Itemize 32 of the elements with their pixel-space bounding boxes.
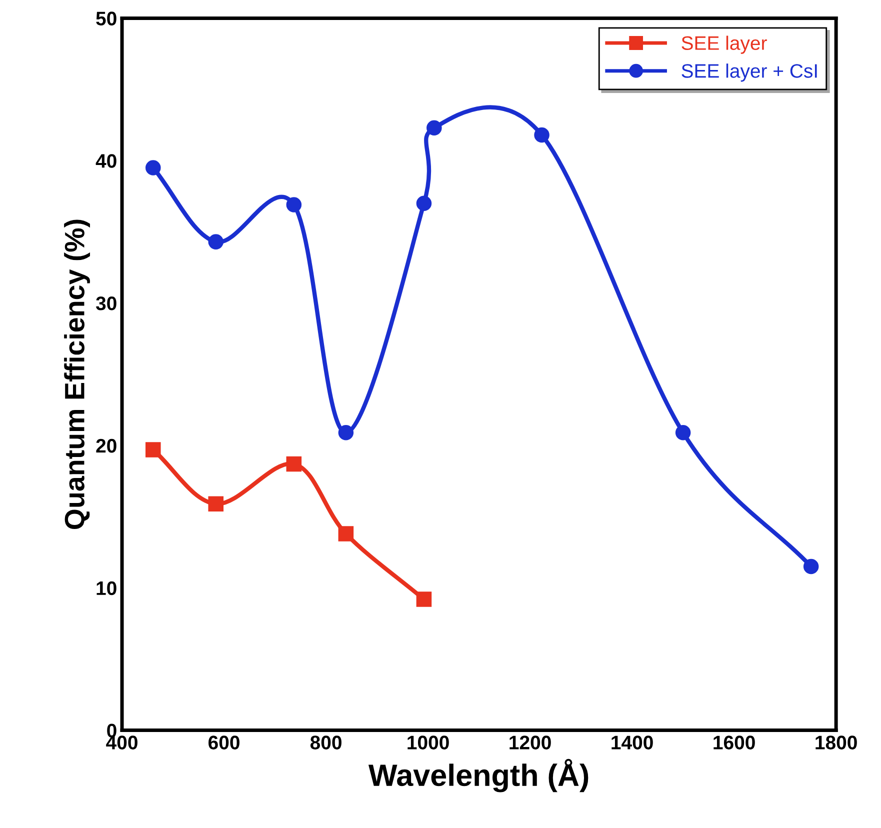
y-axis-title: Quantum Efficiency (%)	[64, 220, 90, 529]
x-tick-label: 1200	[510, 736, 551, 750]
x-axis-title: Wavelength (Å)	[368, 758, 588, 792]
y-tick-label: 0	[107, 724, 116, 738]
x-tick-label: 1800	[816, 736, 857, 750]
y-tick-label: 50	[96, 12, 116, 26]
y-tick-label: 30	[96, 296, 116, 310]
x-tick-label: 1400	[612, 736, 653, 750]
x-tick-label: 1000	[408, 736, 449, 750]
y-tick-label: 10	[96, 581, 116, 596]
x-tick-label: 1600	[714, 736, 755, 750]
x-tick-label: 600	[208, 736, 240, 750]
point	[208, 496, 224, 512]
point	[145, 442, 161, 458]
y-tick-label: 20	[96, 438, 116, 453]
point	[416, 592, 432, 607]
point	[208, 234, 224, 250]
x-tick-label: 400	[106, 736, 138, 750]
point	[286, 197, 302, 212]
point	[286, 456, 302, 472]
point	[803, 558, 819, 574]
point	[426, 120, 442, 136]
point	[416, 196, 432, 211]
point	[145, 160, 161, 176]
point	[338, 425, 354, 440]
legend-label: SEE layer + CsI	[682, 64, 817, 82]
point	[534, 127, 550, 143]
legend-label: SEE layer	[682, 36, 767, 54]
x-tick-label: 800	[310, 736, 342, 750]
y-tick-label: 40	[96, 154, 116, 168]
point	[338, 526, 354, 542]
point	[675, 425, 691, 440]
